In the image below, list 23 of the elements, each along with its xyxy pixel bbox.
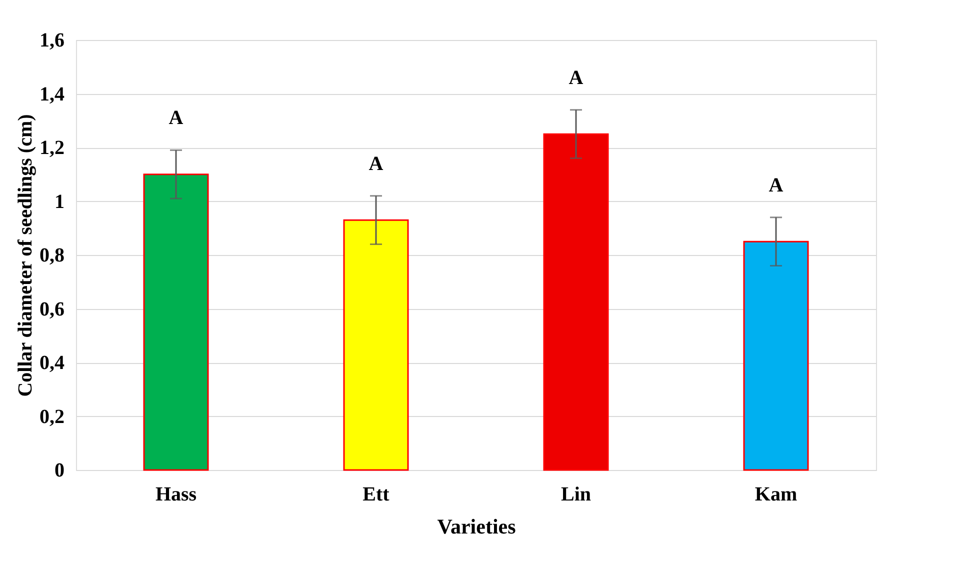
y-tick-label: 1,4 [40, 83, 64, 106]
y-tick-label: 1,6 [40, 30, 64, 52]
bar [143, 174, 209, 471]
bar [743, 240, 809, 471]
annotation: A [368, 152, 384, 175]
bar [543, 133, 609, 471]
x-tick-label: Kam [754, 484, 798, 506]
annotation: A [568, 66, 584, 89]
y-tick-label: 0,8 [40, 244, 64, 266]
y-tick-label: 0 [54, 460, 64, 482]
y-tick-label: 1 [54, 190, 64, 213]
y-axis-title: Collar diameter of seedlings (cm) [14, 114, 36, 397]
x-tick-label: Hass [155, 484, 197, 506]
bar [343, 219, 409, 471]
annotation: A [168, 107, 184, 130]
y-tick-label: 0,6 [40, 298, 64, 320]
x-tick-label: Lin [560, 484, 592, 506]
x-axis-title: Varieties [437, 514, 516, 538]
y-tick-label: 0,4 [40, 352, 64, 374]
x-tick-label: Ett [362, 484, 390, 506]
annotation: A [768, 174, 784, 196]
y-tick-label: 1,2 [40, 137, 64, 159]
y-tick-label: 0,2 [40, 406, 64, 428]
